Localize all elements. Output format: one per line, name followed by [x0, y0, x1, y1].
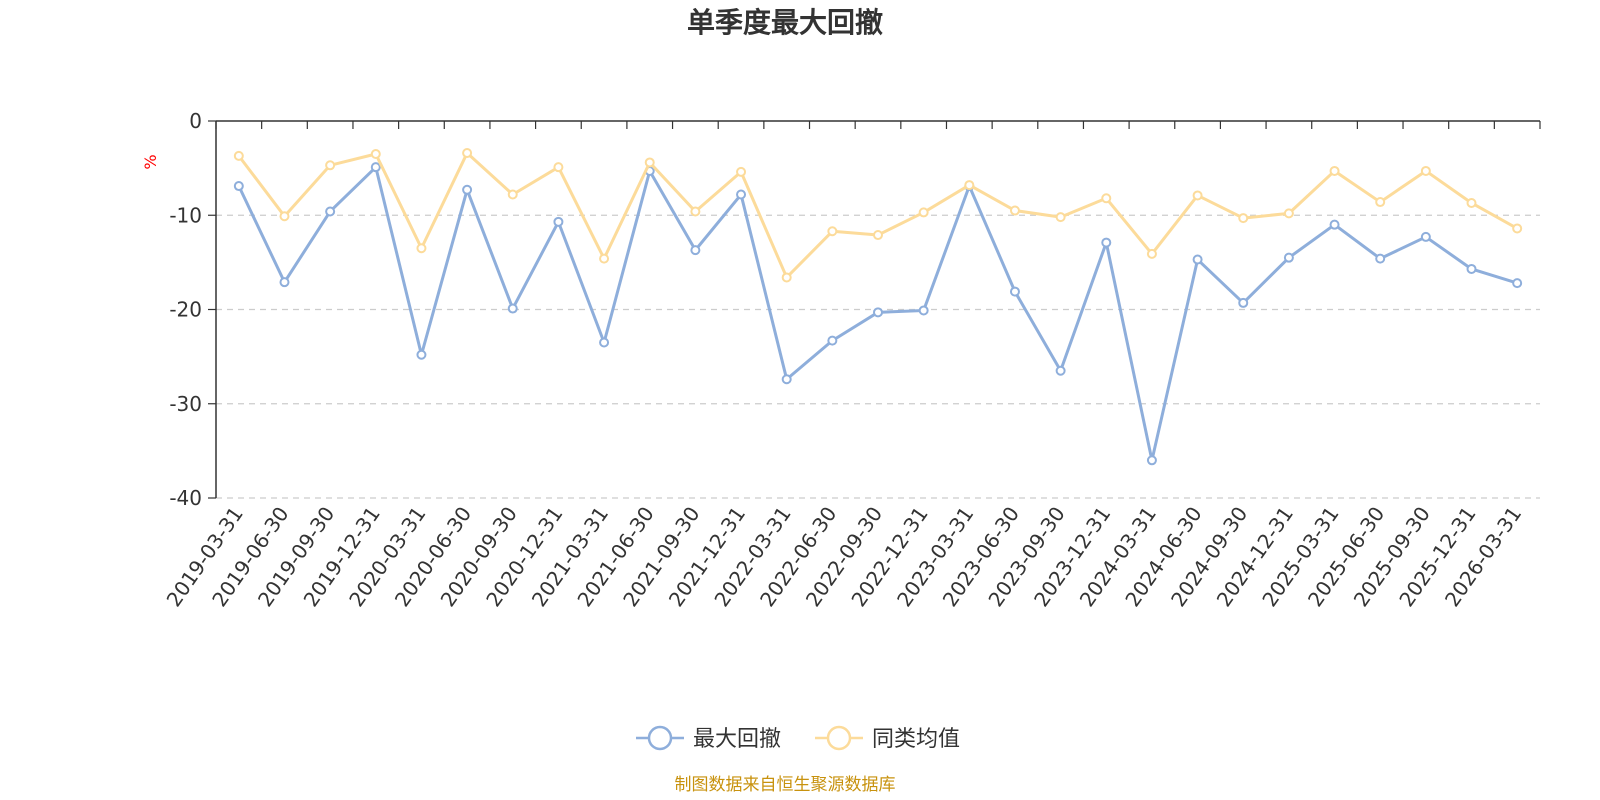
legend-marker-icon — [826, 725, 852, 751]
data-point[interactable] — [781, 272, 792, 283]
data-point[interactable] — [827, 335, 838, 346]
data-point[interactable] — [1512, 278, 1523, 289]
data-point[interactable] — [233, 150, 244, 161]
series-1 — [233, 162, 1523, 466]
data-point[interactable] — [1192, 190, 1203, 201]
data-point[interactable] — [599, 337, 610, 348]
data-point[interactable] — [1055, 365, 1066, 376]
data-point[interactable] — [736, 166, 747, 177]
data-point[interactable] — [462, 148, 473, 159]
gridlines — [216, 214, 1540, 499]
y-tick-label: 0 — [189, 109, 202, 133]
data-point[interactable] — [644, 157, 655, 168]
data-point[interactable] — [325, 160, 336, 171]
y-tick-label: -30 — [169, 392, 202, 416]
data-point[interactable] — [1146, 455, 1157, 466]
data-point[interactable] — [462, 184, 473, 195]
data-point[interactable] — [1329, 165, 1340, 176]
data-point[interactable] — [416, 243, 427, 254]
data-point[interactable] — [1420, 165, 1431, 176]
data-point[interactable] — [507, 303, 518, 314]
data-point[interactable] — [1283, 252, 1294, 263]
legend-label: 最大回撤 — [693, 727, 781, 752]
data-point[interactable] — [279, 211, 290, 222]
data-point[interactable] — [1238, 213, 1249, 224]
data-point[interactable] — [781, 374, 792, 385]
data-point[interactable] — [370, 148, 381, 159]
data-point[interactable] — [873, 307, 883, 318]
data-point[interactable] — [599, 253, 610, 264]
data-point[interactable] — [1375, 197, 1386, 208]
data-point[interactable] — [736, 189, 747, 200]
chart-title: 单季度最大回撤 — [687, 6, 883, 39]
legend[interactable]: 最大回撤 同类均值 — [636, 725, 960, 752]
data-point[interactable] — [1420, 231, 1431, 242]
data-point[interactable] — [325, 206, 336, 217]
data-point[interactable] — [1238, 297, 1249, 308]
data-point[interactable] — [1009, 286, 1020, 297]
y-tick-label: -20 — [169, 298, 202, 322]
y-axis-label: % — [141, 154, 160, 169]
data-point[interactable] — [1101, 193, 1112, 204]
data-point[interactable] — [279, 277, 290, 288]
data-point[interactable] — [873, 230, 883, 241]
series-group — [233, 148, 1523, 466]
data-point[interactable] — [827, 226, 838, 237]
data-point[interactable] — [1009, 205, 1020, 216]
y-tick-label: -40 — [169, 486, 202, 510]
data-point[interactable] — [1512, 223, 1523, 234]
data-point[interactable] — [553, 162, 564, 173]
legend-item-2[interactable]: 同类均值 — [815, 725, 960, 752]
legend-label: 同类均值 — [872, 727, 960, 752]
axes: 0-10-20-30-402019-03-312019-06-302019-09… — [162, 109, 1541, 611]
legend-marker-icon — [647, 725, 673, 751]
data-point[interactable] — [507, 189, 518, 200]
data-point[interactable] — [553, 216, 564, 227]
data-point[interactable] — [1375, 253, 1386, 264]
data-point[interactable] — [1192, 254, 1203, 265]
data-point[interactable] — [690, 245, 701, 256]
data-point[interactable] — [416, 349, 427, 360]
y-tick-label: -10 — [169, 203, 202, 227]
data-point[interactable] — [918, 207, 929, 218]
data-source-note: 制图数据来自恒生聚源数据库 — [675, 775, 896, 795]
data-point[interactable] — [1329, 219, 1340, 230]
data-point[interactable] — [370, 162, 381, 173]
data-point[interactable] — [1146, 248, 1157, 259]
data-point[interactable] — [1466, 263, 1477, 274]
data-point[interactable] — [1055, 212, 1066, 223]
data-point[interactable] — [1283, 208, 1294, 219]
data-point[interactable] — [233, 181, 244, 192]
data-point[interactable] — [1466, 197, 1477, 208]
data-point[interactable] — [690, 206, 701, 217]
data-point[interactable] — [918, 305, 929, 316]
data-point[interactable] — [964, 180, 975, 191]
legend-item-1[interactable]: 最大回撤 — [636, 725, 781, 752]
series-2 — [233, 148, 1523, 283]
data-point[interactable] — [1101, 237, 1112, 248]
